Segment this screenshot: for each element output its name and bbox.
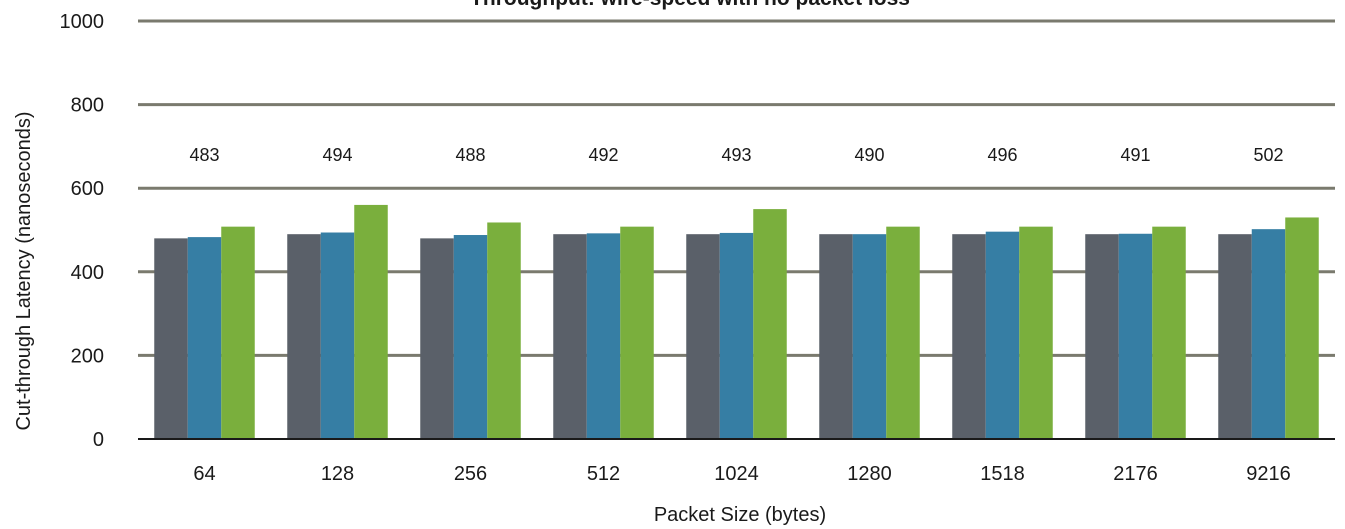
data-labels: 483 494 488 492 493 490 496 491 502 (189, 145, 1283, 165)
x-axis-title: Packet Size (bytes) (654, 504, 826, 526)
bar-s1-1518 (952, 234, 986, 439)
x-tick-label: 512 (587, 463, 620, 485)
x-tick-labels: 64 128 256 512 1024 1280 1518 2176 9216 (193, 463, 1290, 485)
bar-s2-512 (586, 233, 621, 439)
data-label: 492 (588, 145, 618, 165)
bar-s2-1518 (985, 231, 1020, 439)
bar-s3-128 (354, 204, 388, 439)
data-label: 494 (322, 145, 352, 165)
bar-s1-9216 (1218, 234, 1252, 439)
y-tick-label: 600 (71, 178, 104, 200)
data-label: 502 (1253, 145, 1283, 165)
y-tick-label: 200 (71, 345, 104, 367)
x-tick-label: 1280 (847, 463, 892, 485)
data-label: 490 (854, 145, 884, 165)
bar-s2-64 (187, 237, 222, 439)
bar-s3-1518 (1019, 226, 1053, 439)
x-tick-label: 64 (193, 463, 215, 485)
y-tick-label: 1000 (60, 11, 105, 33)
bar-s1-2176 (1085, 234, 1119, 439)
data-label: 491 (1120, 145, 1150, 165)
bar-s2-256 (453, 235, 488, 439)
bar-s3-1024 (753, 209, 787, 439)
bar-s2-1280 (852, 234, 887, 439)
y-tick-label: 400 (71, 262, 104, 284)
bar-s1-1280 (819, 234, 853, 439)
bar-s1-256 (420, 238, 454, 439)
bar-s1-128 (287, 234, 321, 439)
bar-s3-2176 (1152, 226, 1186, 439)
x-tick-label: 256 (454, 463, 487, 485)
y-tick-label: 800 (71, 95, 104, 117)
x-tick-label: 2176 (1113, 463, 1158, 485)
bar-s3-1280 (886, 226, 920, 439)
x-tick-label: 9216 (1246, 463, 1291, 485)
y-axis-title: Cut-through Latency (nanoseconds) (13, 111, 35, 430)
x-tick-label: 1024 (714, 463, 759, 485)
bar-s2-2176 (1118, 233, 1153, 439)
bar-s2-9216 (1251, 229, 1286, 439)
bar-s3-9216 (1285, 217, 1319, 439)
data-label: 493 (721, 145, 751, 165)
data-label: 488 (455, 145, 485, 165)
bar-s3-64 (221, 226, 255, 439)
bar-s2-1024 (719, 232, 754, 439)
bar-s1-512 (553, 234, 587, 439)
bar-s2-128 (320, 232, 355, 439)
bars (154, 204, 1319, 439)
x-tick-label: 1518 (980, 463, 1025, 485)
x-tick-label: 128 (321, 463, 354, 485)
y-tick-labels: 0 200 400 600 800 1000 (60, 11, 105, 451)
chart-title: Throughput: wire-speed with no packet lo… (470, 0, 910, 10)
data-label: 496 (987, 145, 1017, 165)
bar-s1-1024 (686, 234, 720, 439)
bar-s1-64 (154, 238, 188, 439)
y-tick-label: 0 (93, 429, 104, 451)
bar-s3-256 (487, 222, 521, 439)
bar-s3-512 (620, 226, 654, 439)
data-label: 483 (189, 145, 219, 165)
